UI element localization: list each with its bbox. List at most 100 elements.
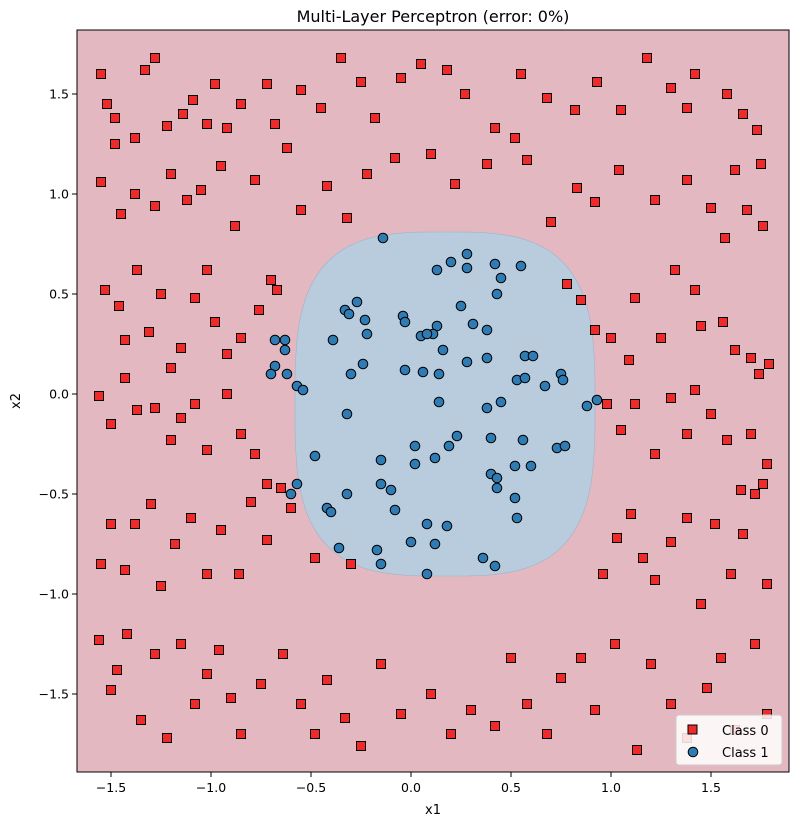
class-0-point-30 [642, 53, 652, 63]
class-0-point-191 [632, 745, 642, 755]
class-0-point-99 [746, 353, 756, 363]
class-0-point-43 [182, 195, 192, 205]
class-0-point-162 [136, 715, 146, 725]
class-0-point-63 [650, 195, 660, 205]
x-tick-label: 0.5 [501, 780, 521, 795]
class-0-point-182 [466, 705, 476, 715]
class-0-point-122 [690, 385, 700, 395]
class-1-points [265, 232, 603, 580]
class-0-point-149 [650, 575, 660, 585]
class-1-point-83 [375, 558, 387, 570]
class-0-point-103 [106, 419, 116, 429]
class-0-point-192 [646, 659, 656, 669]
class-0-point-3 [130, 133, 140, 143]
class-0-point-62 [614, 165, 624, 175]
class-0-point-14 [270, 119, 280, 129]
class-0-point-107 [166, 435, 176, 445]
class-1-point-78 [421, 518, 433, 530]
class-0-point-70 [720, 233, 730, 243]
class-0-point-31 [666, 83, 676, 93]
class-0-point-56 [482, 159, 492, 169]
class-0-point-93 [656, 333, 666, 343]
class-0-point-2 [110, 113, 120, 123]
class-1-point-6 [515, 260, 527, 272]
class-0-point-117 [616, 425, 626, 435]
class-0-point-34 [722, 89, 732, 99]
class-1-point-18 [481, 324, 493, 336]
class-0-point-175 [322, 675, 332, 685]
class-0-point-188 [576, 653, 586, 663]
chart-title: Multi-Layer Perceptron (error: 0%) [297, 7, 570, 26]
class-0-point-89 [590, 325, 600, 335]
class-1-point-81 [333, 542, 345, 554]
class-1-point-59 [559, 440, 571, 452]
class-0-point-44 [196, 185, 206, 195]
class-0-point-144 [346, 559, 356, 569]
y-tick-label: 0.5 [49, 287, 69, 302]
class-0-point-67 [756, 159, 766, 169]
class-1-point-65 [285, 488, 297, 500]
class-0-point-26 [542, 93, 552, 103]
class-0-point-108 [176, 413, 186, 423]
class-0-point-54 [426, 149, 436, 159]
class-1-point-8 [491, 288, 503, 300]
class-0-point-169 [226, 693, 236, 703]
class-0-point-128 [762, 459, 772, 469]
class-0-point-48 [282, 143, 292, 153]
class-1-point-38 [461, 356, 473, 368]
class-0-point-163 [150, 649, 160, 659]
class-0-point-17 [336, 53, 346, 63]
class-1-point-72 [509, 460, 521, 472]
class-1-point-84 [405, 536, 417, 548]
class-1-point-80 [511, 512, 523, 524]
class-0-point-55 [450, 179, 460, 189]
class-1-point-23 [361, 328, 373, 340]
class-0-point-118 [630, 399, 640, 409]
class-0-point-42 [166, 169, 176, 179]
class-0-point-186 [542, 729, 552, 739]
x-tick-label: −0.5 [296, 780, 326, 795]
class-0-point-143 [310, 553, 320, 563]
class-0-point-45 [216, 161, 226, 171]
x-axis-label: x1 [425, 803, 441, 818]
class-0-point-193 [666, 699, 676, 709]
class-1-point-55 [451, 430, 463, 442]
class-1-point-85 [429, 538, 441, 550]
class-0-point-71 [100, 285, 110, 295]
legend-box [675, 714, 783, 766]
class-1-point-82 [371, 544, 383, 556]
class-0-point-155 [738, 529, 748, 539]
class-0-point-82 [222, 349, 232, 359]
class-1-point-20 [269, 334, 281, 346]
class-0-point-129 [96, 559, 106, 569]
class-0-point-145 [598, 569, 608, 579]
class-0-point-177 [356, 741, 366, 751]
class-0-point-28 [592, 77, 602, 87]
class-0-point-109 [190, 399, 200, 409]
class-0-point-132 [130, 519, 140, 529]
class-0-point-73 [120, 335, 130, 345]
plot-frame [76, 29, 790, 773]
class-0-point-18 [356, 77, 366, 87]
class-0-point-69 [742, 205, 752, 215]
class-1-point-87 [489, 560, 501, 572]
class-0-point-0 [96, 69, 106, 79]
class-1-point-57 [517, 434, 529, 446]
class-1-point-10 [343, 308, 355, 320]
class-0-point-171 [256, 679, 266, 689]
class-0-point-51 [342, 213, 352, 223]
class-0-point-183 [490, 721, 500, 731]
class-0-point-15 [296, 85, 306, 95]
class-1-point-49 [481, 402, 493, 414]
class-1-point-46 [539, 380, 551, 392]
class-0-point-110 [202, 445, 212, 455]
class-1-point-1 [431, 264, 443, 276]
class-0-point-49 [296, 205, 306, 215]
class-0-point-152 [696, 599, 706, 609]
class-0-point-81 [210, 317, 220, 327]
class-1-point-7 [495, 272, 507, 284]
class-1-point-76 [325, 506, 337, 518]
class-1-point-17 [467, 318, 479, 330]
class-0-point-158 [94, 635, 104, 645]
class-0-point-94 [670, 265, 680, 275]
